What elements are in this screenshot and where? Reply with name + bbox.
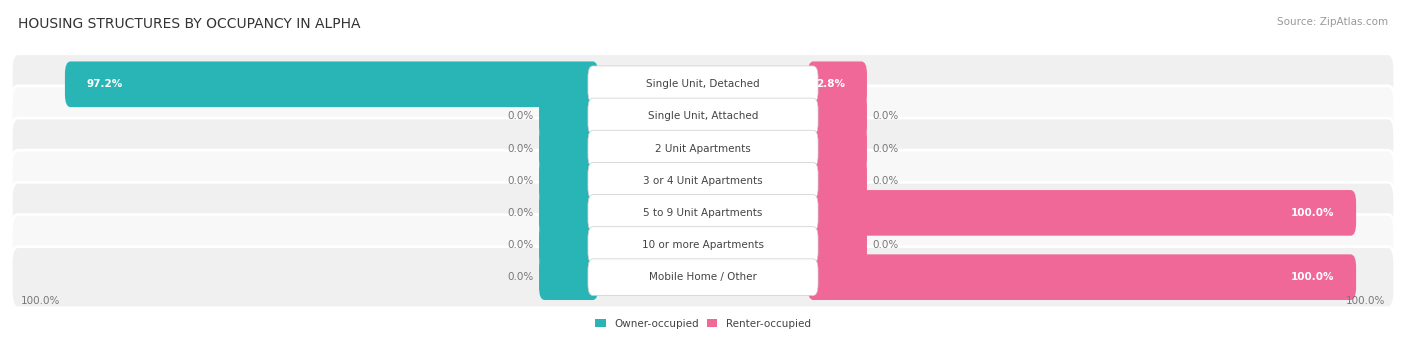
FancyBboxPatch shape xyxy=(807,61,868,107)
FancyBboxPatch shape xyxy=(588,66,818,103)
FancyBboxPatch shape xyxy=(807,222,868,268)
FancyBboxPatch shape xyxy=(11,86,1395,147)
FancyBboxPatch shape xyxy=(588,259,818,296)
Text: 0.0%: 0.0% xyxy=(508,272,533,282)
FancyBboxPatch shape xyxy=(11,118,1395,179)
FancyBboxPatch shape xyxy=(807,158,868,204)
Text: 0.0%: 0.0% xyxy=(508,144,533,153)
Text: 100.0%: 100.0% xyxy=(1291,272,1334,282)
FancyBboxPatch shape xyxy=(588,195,818,231)
Text: Single Unit, Attached: Single Unit, Attached xyxy=(648,112,758,121)
FancyBboxPatch shape xyxy=(588,227,818,263)
FancyBboxPatch shape xyxy=(11,247,1395,308)
Text: 3 or 4 Unit Apartments: 3 or 4 Unit Apartments xyxy=(643,176,763,186)
Text: 0.0%: 0.0% xyxy=(508,240,533,250)
Text: 100.0%: 100.0% xyxy=(1346,296,1385,306)
Text: 0.0%: 0.0% xyxy=(873,176,898,186)
FancyBboxPatch shape xyxy=(807,126,868,172)
Legend: Owner-occupied, Renter-occupied: Owner-occupied, Renter-occupied xyxy=(595,318,811,329)
FancyBboxPatch shape xyxy=(807,190,1357,236)
FancyBboxPatch shape xyxy=(588,98,818,135)
Text: Source: ZipAtlas.com: Source: ZipAtlas.com xyxy=(1277,17,1388,27)
FancyBboxPatch shape xyxy=(65,61,599,107)
Text: 2 Unit Apartments: 2 Unit Apartments xyxy=(655,144,751,153)
Text: 100.0%: 100.0% xyxy=(1291,208,1334,218)
FancyBboxPatch shape xyxy=(538,254,599,300)
Text: Single Unit, Detached: Single Unit, Detached xyxy=(647,79,759,89)
FancyBboxPatch shape xyxy=(11,150,1395,211)
Text: 0.0%: 0.0% xyxy=(508,112,533,121)
FancyBboxPatch shape xyxy=(538,126,599,172)
FancyBboxPatch shape xyxy=(588,162,818,199)
FancyBboxPatch shape xyxy=(538,158,599,204)
Text: 0.0%: 0.0% xyxy=(508,208,533,218)
Text: 2.8%: 2.8% xyxy=(815,79,845,89)
FancyBboxPatch shape xyxy=(538,222,599,268)
Text: 5 to 9 Unit Apartments: 5 to 9 Unit Apartments xyxy=(644,208,762,218)
FancyBboxPatch shape xyxy=(11,182,1395,243)
Text: 0.0%: 0.0% xyxy=(873,112,898,121)
FancyBboxPatch shape xyxy=(538,190,599,236)
Text: 97.2%: 97.2% xyxy=(87,79,124,89)
Text: 0.0%: 0.0% xyxy=(508,176,533,186)
Text: 10 or more Apartments: 10 or more Apartments xyxy=(643,240,763,250)
FancyBboxPatch shape xyxy=(807,93,868,139)
Text: 100.0%: 100.0% xyxy=(21,296,60,306)
Text: HOUSING STRUCTURES BY OCCUPANCY IN ALPHA: HOUSING STRUCTURES BY OCCUPANCY IN ALPHA xyxy=(18,17,361,31)
FancyBboxPatch shape xyxy=(807,254,1357,300)
FancyBboxPatch shape xyxy=(588,130,818,167)
Text: Mobile Home / Other: Mobile Home / Other xyxy=(650,272,756,282)
Text: 0.0%: 0.0% xyxy=(873,144,898,153)
FancyBboxPatch shape xyxy=(11,214,1395,276)
FancyBboxPatch shape xyxy=(11,54,1395,115)
FancyBboxPatch shape xyxy=(538,93,599,139)
Text: 0.0%: 0.0% xyxy=(873,240,898,250)
